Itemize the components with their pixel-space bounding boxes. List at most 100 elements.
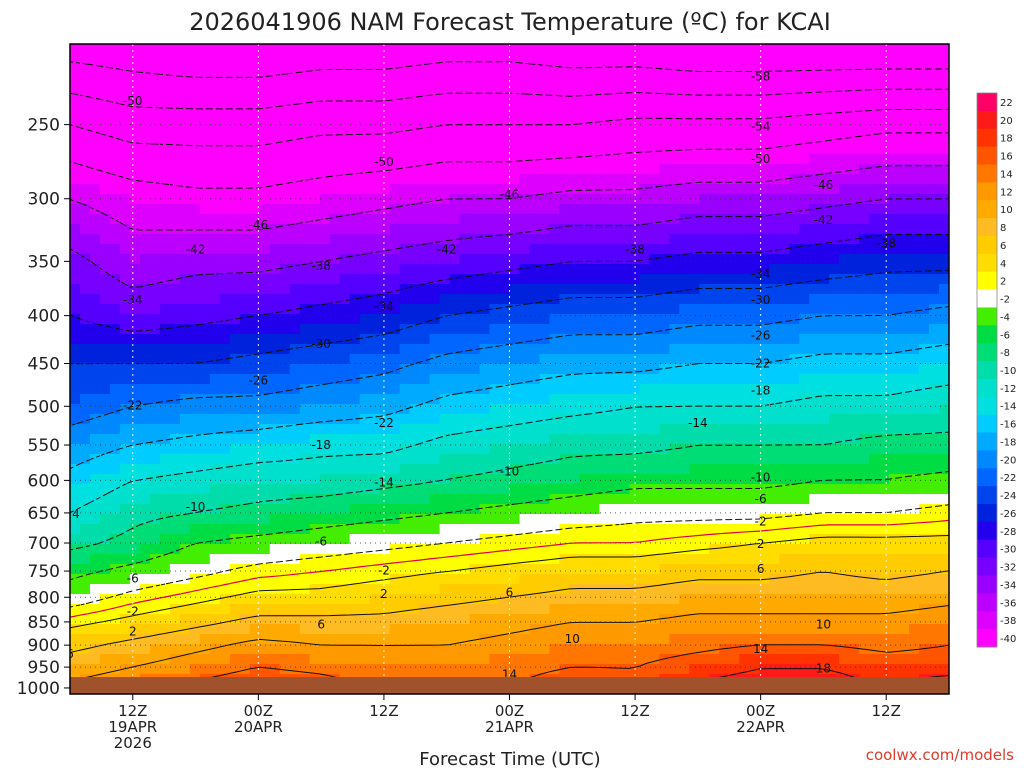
field-cell (879, 174, 890, 185)
field-cell (759, 174, 770, 185)
field-cell (309, 284, 321, 295)
field-cell (659, 574, 670, 585)
field-cell (519, 404, 531, 415)
field-cell (849, 324, 860, 335)
field-cell (259, 84, 271, 95)
field-cell (109, 244, 121, 255)
field-cell (669, 334, 680, 345)
field-cell (699, 114, 710, 125)
field-cell (759, 154, 770, 165)
field-cell (859, 244, 870, 255)
field-cell (839, 474, 850, 485)
field-cell (939, 464, 949, 475)
field-cell (259, 444, 271, 455)
field-cell (509, 94, 521, 105)
field-cell (169, 464, 181, 475)
field-cell (109, 204, 121, 215)
field-cell (639, 214, 650, 225)
field-cell (599, 444, 610, 455)
field-cell (89, 274, 101, 285)
field-cell (769, 124, 780, 135)
field-cell (729, 454, 740, 465)
field-cell (889, 134, 900, 145)
field-cell (819, 594, 830, 605)
field-cell (249, 434, 261, 445)
field-cell (329, 444, 341, 455)
field-cell (529, 184, 541, 195)
field-cell (499, 544, 511, 555)
field-cell (109, 354, 121, 365)
field-cell (79, 564, 91, 575)
field-cell (699, 84, 710, 95)
field-cell (289, 74, 301, 85)
field-cell (129, 174, 141, 185)
field-cell (209, 434, 221, 445)
field-cell (489, 44, 501, 55)
field-cell (469, 414, 481, 425)
field-cell (809, 234, 820, 245)
field-cell (379, 604, 391, 615)
field-cell (939, 524, 949, 535)
field-cell (169, 434, 181, 445)
field-cell (889, 324, 900, 335)
field-cell (499, 244, 511, 255)
field-cell (889, 424, 900, 435)
field-cell (439, 324, 451, 335)
field-cell (519, 494, 531, 505)
field-cell (739, 374, 750, 385)
field-cell (589, 314, 600, 325)
field-cell (789, 484, 800, 495)
field-cell (369, 244, 381, 255)
field-cell (369, 514, 381, 525)
field-cell (339, 234, 351, 245)
field-cell (449, 114, 461, 125)
field-cell (899, 454, 910, 465)
field-cell (629, 204, 640, 215)
field-cell (429, 164, 441, 175)
field-cell (619, 584, 630, 595)
field-cell (719, 584, 730, 595)
field-cell (359, 574, 371, 585)
field-cell (239, 154, 251, 165)
field-cell (879, 134, 890, 145)
field-cell (859, 44, 870, 55)
field-cell (479, 484, 491, 495)
field-cell (699, 244, 710, 255)
field-cell (699, 194, 710, 205)
field-cell (579, 384, 591, 395)
field-cell (269, 474, 281, 485)
field-cell (939, 454, 949, 465)
field-cell (869, 94, 880, 105)
field-cell (199, 404, 211, 415)
field-cell (599, 474, 610, 485)
field-cell (339, 294, 351, 305)
field-cell (699, 104, 710, 115)
field-cell (469, 214, 481, 225)
field-cell (269, 144, 281, 155)
field-cell (89, 264, 101, 275)
field-cell (149, 504, 161, 515)
field-cell (659, 384, 670, 395)
field-cell (749, 304, 760, 315)
field-cell (859, 434, 870, 445)
field-cell (179, 174, 191, 185)
field-cell (119, 544, 131, 555)
field-cell (489, 304, 501, 315)
field-cell (729, 274, 740, 285)
field-cell (779, 324, 790, 335)
field-cell (249, 234, 261, 245)
field-cell (869, 274, 880, 285)
field-cell (239, 304, 251, 315)
field-cell (619, 414, 630, 425)
field-cell (89, 594, 101, 605)
field-cell (229, 184, 241, 195)
field-cell (699, 184, 710, 195)
field-cell (479, 384, 491, 395)
field-cell (179, 524, 191, 535)
field-cell (399, 294, 411, 305)
field-cell (299, 204, 311, 215)
field-cell (529, 304, 541, 315)
field-cell (939, 164, 949, 175)
field-cell (299, 144, 311, 155)
field-cell (239, 374, 251, 385)
